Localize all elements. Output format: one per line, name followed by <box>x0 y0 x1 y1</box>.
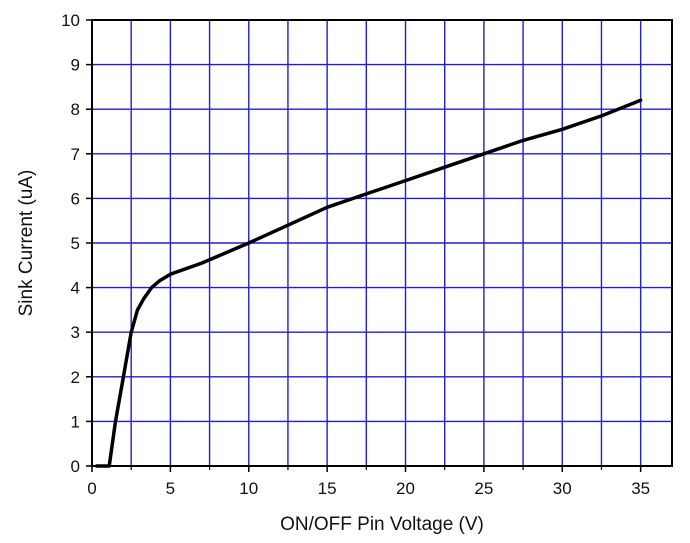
y-tick-label: 10 <box>61 11 80 30</box>
y-tick-labels: 0 1 2 3 4 5 6 7 8 9 10 <box>61 11 80 476</box>
x-axis-title: ON/OFF Pin Voltage (V) <box>280 514 484 535</box>
y-tick-label: 5 <box>71 234 80 253</box>
x-tick-labels: 0 5 10 15 20 25 30 35 <box>87 479 650 498</box>
y-tick-label: 8 <box>71 100 80 119</box>
x-tick-label: 0 <box>87 479 96 498</box>
x-tick-label: 35 <box>631 479 650 498</box>
x-tick-label: 5 <box>166 479 175 498</box>
y-tick-label: 3 <box>71 323 80 342</box>
y-tick-label: 9 <box>71 56 80 75</box>
y-axis-title: Sink Current (uA) <box>16 170 37 317</box>
grid-lines <box>92 20 672 466</box>
x-tick-label: 30 <box>553 479 572 498</box>
x-tick-label: 15 <box>318 479 337 498</box>
y-tick-label: 7 <box>71 145 80 164</box>
x-tick-label: 25 <box>474 479 493 498</box>
y-tick-label: 1 <box>71 412 80 431</box>
y-tick-label: 6 <box>71 189 80 208</box>
plot-frame <box>91 19 673 467</box>
x-tick-label: 20 <box>396 479 415 498</box>
series-line <box>94 98 643 468</box>
y-tick-label: 2 <box>71 368 80 387</box>
x-tick-label: 10 <box>239 479 258 498</box>
y-tick-label: 0 <box>71 457 80 476</box>
y-tick-label: 4 <box>71 279 80 298</box>
